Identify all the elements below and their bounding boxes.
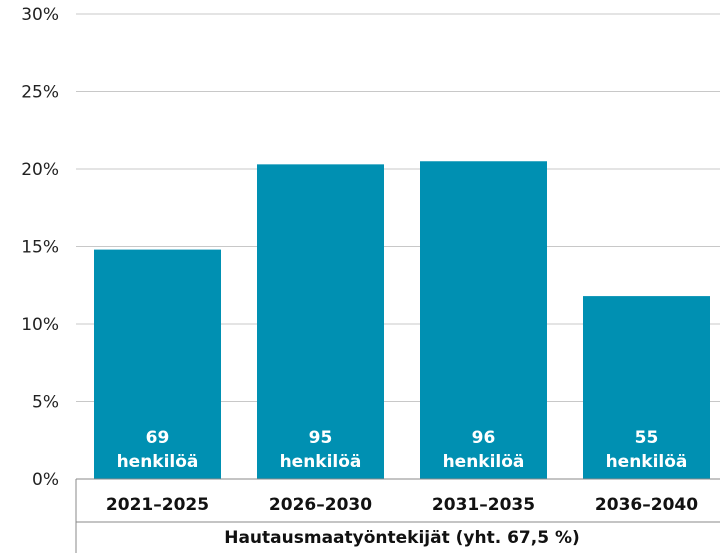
bar-count-label: 95 bbox=[309, 428, 333, 448]
y-axis-ticks: 0% 5% 10% 15% 20% 25% 30% bbox=[21, 5, 59, 490]
bar-count-label: 69 bbox=[146, 428, 170, 448]
bar-labels: 69 henkilöä 95 henkilöä 96 henkilöä 55 henkilöä bbox=[117, 428, 688, 472]
y-tick-label: 20% bbox=[21, 160, 59, 180]
bar-unit-label: henkilöä bbox=[117, 452, 199, 472]
bar bbox=[257, 164, 384, 479]
y-tick-label: 10% bbox=[21, 315, 59, 335]
category-label: 2021–2025 bbox=[106, 495, 209, 515]
category-label: 2036–2040 bbox=[595, 495, 698, 515]
bar-count-label: 96 bbox=[472, 428, 496, 448]
category-labels: 2021–2025 2026–2030 2031–2035 2036–2040 bbox=[106, 495, 698, 515]
bar-unit-label: henkilöä bbox=[443, 452, 525, 472]
y-tick-label: 25% bbox=[21, 83, 59, 103]
bar bbox=[583, 296, 710, 479]
bar-unit-label: henkilöä bbox=[606, 452, 688, 472]
y-tick-label: 0% bbox=[32, 470, 59, 490]
bar-count-label: 55 bbox=[635, 428, 659, 448]
category-label: 2026–2030 bbox=[269, 495, 372, 515]
category-label: 2031–2035 bbox=[432, 495, 535, 515]
bar bbox=[94, 249, 221, 479]
axes bbox=[75, 478, 720, 553]
y-tick-label: 5% bbox=[32, 393, 59, 413]
group-label: Hautausmaatyöntekijät (yht. 67,5 %) bbox=[224, 528, 580, 548]
y-tick-label: 15% bbox=[21, 238, 59, 258]
y-tick-label: 30% bbox=[21, 5, 59, 25]
bar bbox=[420, 161, 547, 479]
bars bbox=[94, 161, 710, 479]
bar-unit-label: henkilöä bbox=[280, 452, 362, 472]
